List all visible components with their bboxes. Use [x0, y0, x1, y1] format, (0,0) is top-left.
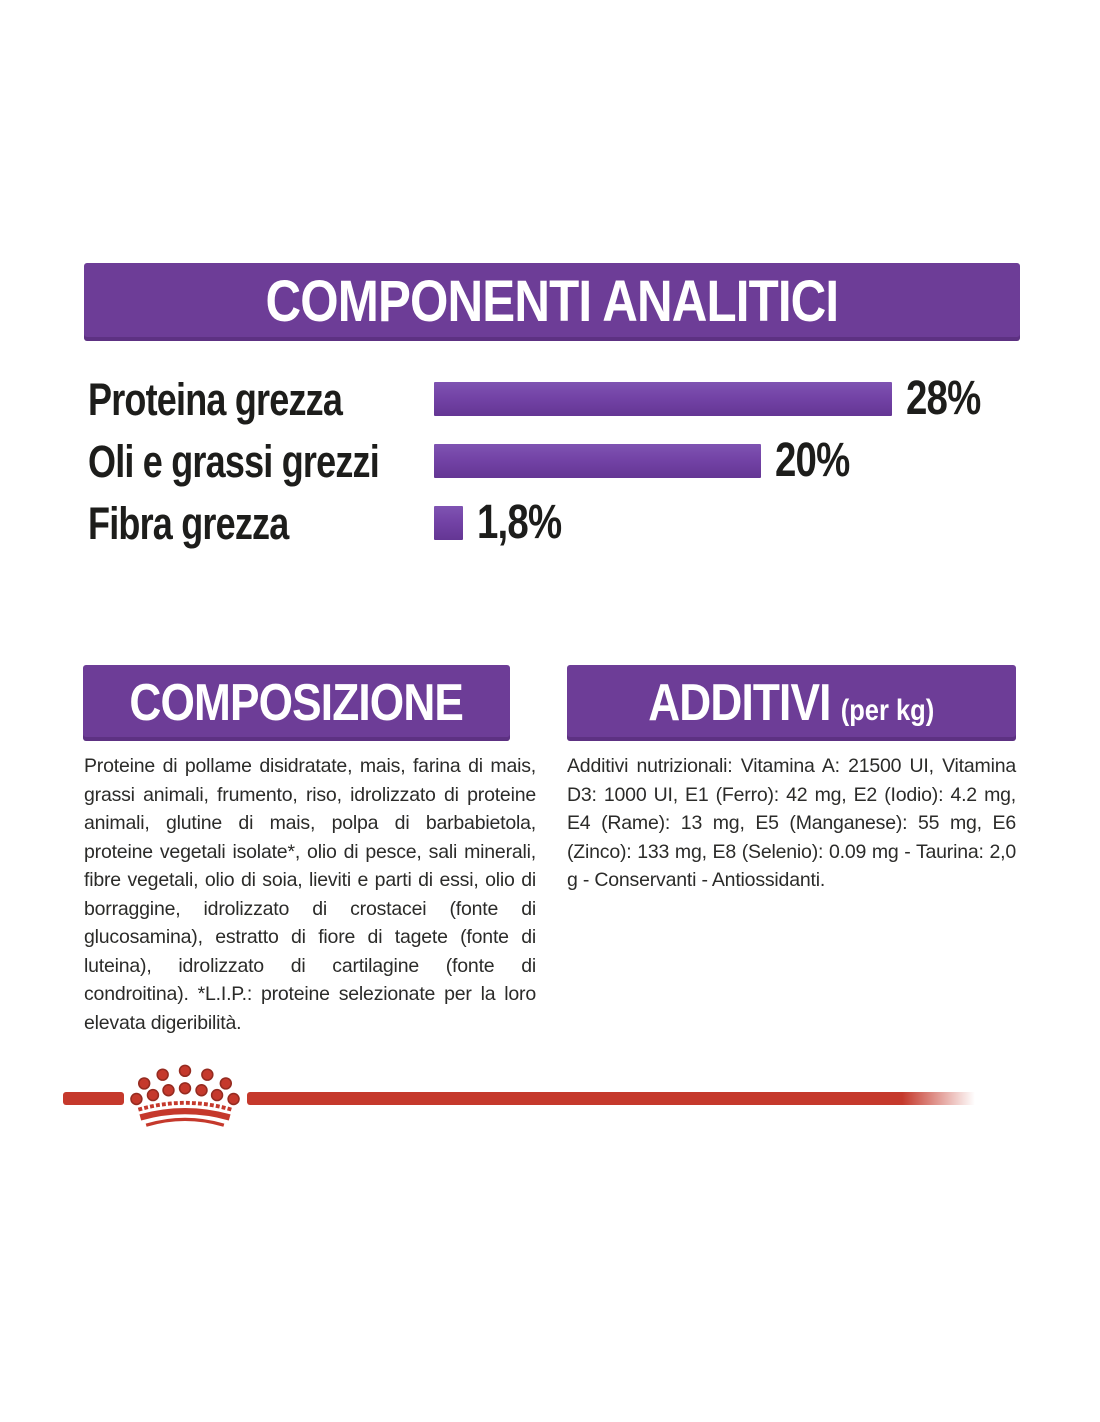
section-title-additivi: ADDITIVI (per kg): [649, 677, 935, 729]
section-title-composizione: COMPOSIZIONE: [129, 674, 464, 732]
chart-bar: [434, 506, 463, 540]
chart-category-label: Proteina grezza: [88, 373, 343, 425]
brand-rule-left: [63, 1092, 124, 1105]
section-banner-additivi: ADDITIVI (per kg): [567, 665, 1016, 741]
composition-ingredients-text: Proteine di pollame disidratate, mais, f…: [84, 755, 536, 1034]
section-banner-composizione: COMPOSIZIONE: [83, 665, 510, 741]
chart-row: Proteina grezza 28%: [88, 368, 1028, 430]
section-banner-componenti-analitici: COMPONENTI ANALITICI: [84, 263, 1020, 341]
chart-value-label: 1,8%: [477, 496, 562, 549]
chart-value-label: 28%: [906, 372, 981, 425]
chart-bar: [434, 382, 892, 416]
additives-title-suffix: (per kg): [840, 694, 935, 727]
chart-row: Oli e grassi grezzi 20%: [88, 430, 1028, 492]
additives-nutritional-text: Additivi nutrizionali: Vitamina A: 21500…: [567, 755, 1016, 891]
brand-rule-right: [247, 1092, 975, 1105]
additives-title: ADDITIVI: [648, 674, 832, 732]
chart-category-label: Fibra grezza: [88, 497, 289, 549]
chart-category-label: Oli e grassi grezzi: [88, 435, 380, 487]
chart-bar: [434, 444, 761, 478]
chart-row: Fibra grezza 1,8%: [88, 492, 1028, 554]
section-title-componenti-analitici: COMPONENTI ANALITICI: [265, 269, 840, 334]
royal-canin-crown-icon: [128, 1064, 242, 1132]
chart-value-label: 20%: [775, 434, 850, 487]
analytical-components-bar-chart: Proteina grezza 28% Oli e grassi grezzi 20%…: [88, 368, 1028, 554]
